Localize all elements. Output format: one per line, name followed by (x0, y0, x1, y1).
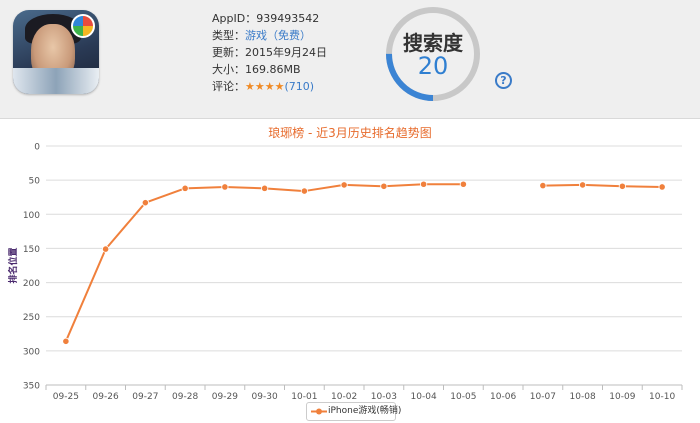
appid-label: AppID： (212, 12, 257, 25)
y-tick-label: 200 (23, 279, 40, 289)
data-point (380, 182, 388, 190)
search-index-gauge (386, 7, 480, 101)
data-point (102, 245, 110, 253)
data-point (300, 187, 308, 195)
rank-trend-chart: 0 50 100 150 200 250 300 350 排名位置 09-25 09-26 09-27… (7, 143, 683, 402)
y-tick-label: 300 (23, 347, 40, 357)
data-point (62, 337, 70, 345)
search-index-value: 20 (417, 52, 449, 80)
x-tick-label: 10-01 (291, 392, 317, 402)
app-header: AppID：939493542 类型：游戏（免费） 更新：2015年9月24日 … (0, 0, 700, 119)
x-tick-label: 09-28 (172, 392, 198, 402)
data-point (658, 183, 666, 191)
rating-label: 评论： (212, 80, 245, 93)
data-point (459, 180, 467, 188)
y-tick-label: 150 (23, 245, 40, 255)
y-tick-label: 0 (34, 143, 40, 153)
x-tick-label: 09-29 (212, 392, 238, 402)
x-tick-label: 10-08 (570, 392, 596, 402)
data-point (261, 184, 269, 192)
series-line (542, 183, 663, 188)
appid-value: 939493542 (256, 12, 320, 25)
app-icon-robe (13, 68, 99, 94)
data-point (579, 181, 587, 189)
chart-title: 琅琊榜 - 近3月历史排名趋势图 (268, 126, 432, 140)
type-link[interactable]: 游戏（免费） (245, 29, 311, 42)
series-line (64, 183, 464, 342)
size-row: 大小：169.86MB (212, 61, 327, 78)
rating-stars: ★★★★ (245, 80, 285, 93)
x-tick-label: 10-04 (411, 392, 437, 402)
type-row: 类型：游戏（免费） (212, 27, 327, 44)
y-axis-label: 排名位置 (7, 247, 19, 283)
x-tick-label: 10-02 (331, 392, 357, 402)
x-tick-label: 10-05 (450, 392, 476, 402)
question-circle-icon[interactable]: ? (495, 72, 512, 89)
data-point (420, 180, 428, 188)
y-tick-label: 100 (23, 211, 40, 221)
x-tick-label: 10-09 (609, 392, 635, 402)
data-point (181, 184, 189, 192)
update-value: 2015年9月24日 (245, 46, 327, 59)
x-tick-label: 10-07 (530, 392, 556, 402)
x-tick-label: 09-30 (252, 392, 278, 402)
search-index-label: 搜索度 (403, 31, 463, 55)
x-tick-label: 09-27 (132, 392, 158, 402)
gauge-fill (386, 7, 480, 101)
x-tick-label: 10-06 (490, 392, 516, 402)
rating-count-link[interactable]: (710) (284, 80, 315, 93)
app-info: AppID：939493542 类型：游戏（免费） 更新：2015年9月24日 … (212, 10, 327, 95)
legend-label: iPhone游戏(畅销) (328, 406, 402, 416)
data-point (141, 199, 149, 207)
x-tick-label: 10-03 (371, 392, 397, 402)
y-tick-label: 350 (23, 382, 40, 392)
type-label: 类型： (212, 29, 245, 42)
y-tick-label: 50 (29, 177, 41, 187)
update-row: 更新：2015年9月24日 (212, 44, 327, 61)
y-tick-label: 250 (23, 313, 40, 323)
legend-item[interactable]: iPhone游戏(畅销) (306, 402, 401, 421)
x-tick-label: 10-10 (649, 392, 675, 402)
rating-row: 评论：★★★★(710) (212, 78, 327, 95)
x-tick-label: 09-25 (53, 392, 79, 402)
app-icon[interactable] (13, 10, 99, 94)
size-value: 169.86MB (245, 63, 301, 76)
data-point (539, 182, 547, 190)
size-label: 大小： (212, 63, 245, 76)
data-point (618, 182, 626, 190)
legend-marker-icon (311, 408, 327, 415)
data-point (340, 181, 348, 189)
app-badge-icon (71, 14, 95, 38)
x-tick-label: 09-26 (93, 392, 119, 402)
update-label: 更新： (212, 46, 245, 59)
appid-row: AppID：939493542 (212, 10, 327, 27)
data-point (221, 183, 229, 191)
